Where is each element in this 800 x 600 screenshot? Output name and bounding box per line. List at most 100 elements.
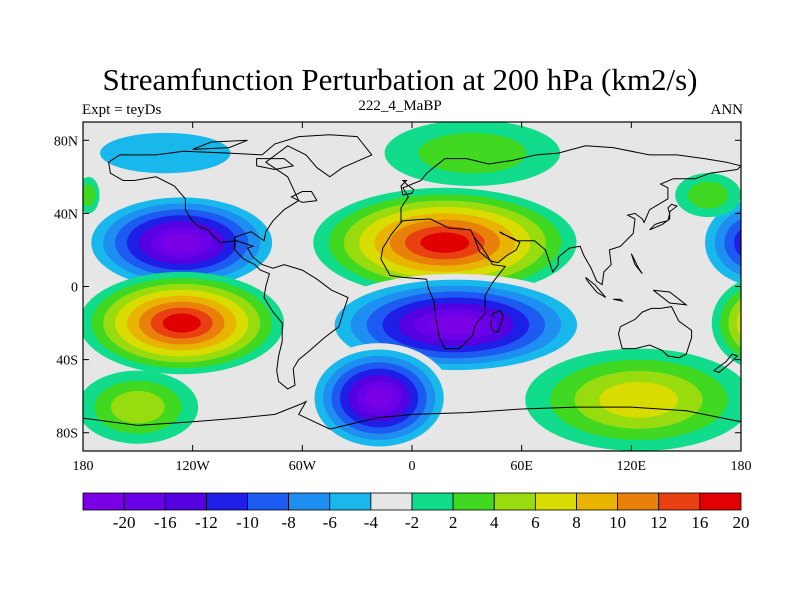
experiment-label: Expt = teyDs: [82, 102, 162, 118]
colorbar-label: 12: [650, 513, 667, 532]
lon-tick-label: 180: [73, 459, 94, 474]
contour-band: [736, 309, 741, 337]
colorbar-label: 6: [531, 513, 540, 532]
lat-tick-label: 80N: [54, 134, 78, 149]
coastline: [83, 400, 741, 430]
coastline: [290, 191, 318, 203]
colorbar-label: -4: [364, 513, 379, 532]
lon-tick-label: 180: [731, 459, 752, 474]
high-lat-high-eurasia: [384, 122, 561, 186]
contour-band: [83, 183, 96, 207]
colorbar-swatch: [576, 492, 619, 511]
sh-tropical-high-east: [711, 281, 788, 366]
coastline: [649, 203, 679, 231]
coastline: [380, 218, 507, 350]
colorbar-swatch: [123, 492, 166, 511]
colorbar-swatch: [205, 492, 248, 511]
lon-tick-label: 0: [409, 459, 416, 474]
colorbar-label: 10: [609, 513, 626, 532]
colorbar-swatch: [493, 492, 536, 511]
colorbar: -20 -16 -12 -10 -8 -6 -4 -2 2 4 6 8 10 12 16 20: [82, 492, 750, 532]
coastline: [652, 289, 688, 306]
coastline: [380, 145, 741, 260]
coastline: [617, 306, 693, 359]
southern-high-east: [525, 348, 741, 451]
coastline: [630, 253, 643, 275]
contour-band: [744, 230, 775, 255]
contour-band: [162, 233, 201, 253]
season-label: ANN: [710, 102, 744, 118]
colorbar-label: -16: [154, 513, 177, 532]
coastline: [473, 165, 741, 286]
axis-ticks: 80N 40N 0 40S 80S 180 120W 60W 0 60E 120E 180: [54, 122, 752, 474]
contour-band: [687, 181, 729, 209]
contour-band: [100, 132, 231, 174]
colorbar-swatch: [534, 492, 577, 511]
contour-band: [724, 218, 741, 267]
southern-high-west: [83, 370, 199, 444]
coastline: [256, 158, 295, 171]
colorbar-swatch: [452, 492, 495, 511]
colorbar-swatch: [699, 492, 742, 511]
high-lat-high-pacific-w: [83, 176, 100, 214]
nh-tropical-low-east: [695, 193, 775, 292]
colorbar-label: 20: [733, 513, 750, 532]
high-lat-high-pacific: [675, 173, 741, 218]
colorbar-swatch: [411, 492, 454, 511]
colorbar-label: 8: [572, 513, 581, 532]
colorbar-swatch: [82, 492, 125, 511]
colorbar-label: -20: [113, 513, 136, 532]
contour-fields: [83, 122, 788, 451]
contour-band: [418, 132, 527, 174]
colorbar-swatch: [288, 492, 331, 511]
colorbar-label: -6: [323, 513, 337, 532]
colorbar-label: -12: [195, 513, 218, 532]
lon-tick-label: 120E: [617, 459, 647, 474]
center-subtitle: 222_4_MaBP: [358, 98, 442, 114]
contour-band: [745, 304, 788, 341]
colorbar-swatch: [658, 492, 701, 511]
plot-title: Streamfunction Perturbation at 200 hPa (…: [102, 62, 698, 97]
coastline: [713, 353, 739, 373]
colorbar-label: -2: [405, 513, 419, 532]
lat-tick-label: 40N: [54, 207, 78, 222]
colorbar-swatch: [617, 492, 660, 511]
coastline: [108, 134, 373, 390]
nh-tropical-high: [313, 187, 577, 298]
contour-band: [420, 232, 470, 253]
colorbar-label: 4: [490, 513, 499, 532]
high-lat-low-america: [83, 122, 272, 186]
lat-tick-label: 0: [71, 281, 78, 296]
contour-band: [111, 390, 165, 424]
colorbar-swatch: [164, 492, 207, 511]
coastline: [400, 180, 415, 196]
lat-tick-label: 80S: [56, 427, 78, 442]
coastline: [490, 309, 504, 333]
lat-tick-label: 40S: [56, 354, 78, 369]
lon-tick-label: 60E: [510, 459, 533, 474]
coastline: [613, 298, 624, 302]
coastlines: [83, 134, 741, 430]
coastline: [192, 139, 248, 150]
colorbar-swatch: [247, 492, 290, 511]
colorbar-swatch: [329, 492, 372, 511]
nh-tropical-low-west: [83, 191, 285, 294]
contour-band: [728, 298, 741, 348]
southern-low: [306, 343, 453, 451]
colorbar-swatch: [370, 492, 413, 511]
contour-band: [599, 382, 679, 418]
colorbar-label: -10: [236, 513, 259, 532]
contour-band: [430, 315, 482, 335]
colorbar-label: 16: [691, 513, 708, 532]
sh-tropical-high-west: [83, 271, 285, 375]
lon-tick-label: 120W: [176, 459, 211, 474]
colorbar-label: -8: [282, 513, 296, 532]
colorbar-label: 2: [449, 513, 458, 532]
coastline: [585, 277, 607, 298]
contour-band: [753, 312, 780, 335]
contour-band: [365, 387, 393, 409]
contour-band: [734, 228, 741, 257]
contour-band: [162, 313, 201, 333]
lon-tick-label: 60W: [289, 459, 317, 474]
